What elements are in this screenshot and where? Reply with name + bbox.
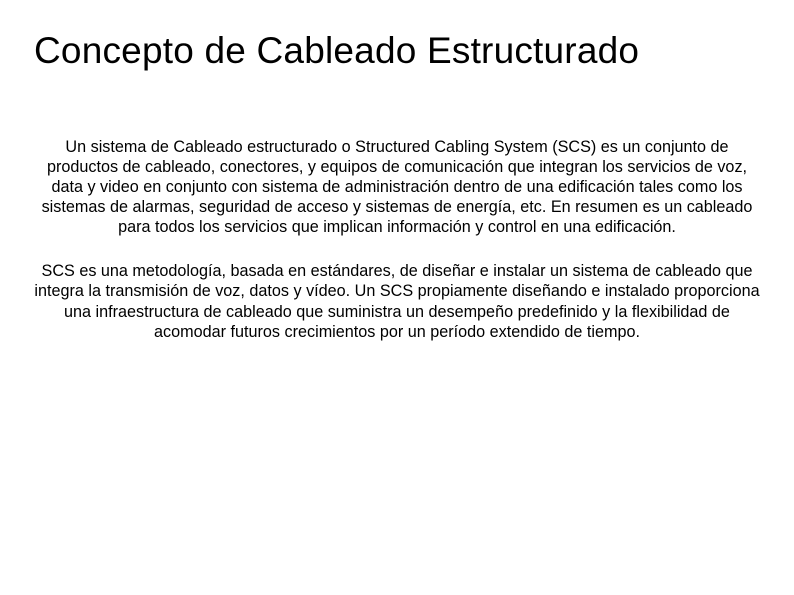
slide-container: Concepto de Cableado Estructurado Un sis… (0, 0, 794, 595)
paragraph-1: Un sistema de Cableado estructurado o St… (30, 137, 764, 237)
paragraph-2: SCS es una metodología, basada en estánd… (30, 261, 764, 341)
slide-title: Concepto de Cableado Estructurado (34, 30, 764, 72)
